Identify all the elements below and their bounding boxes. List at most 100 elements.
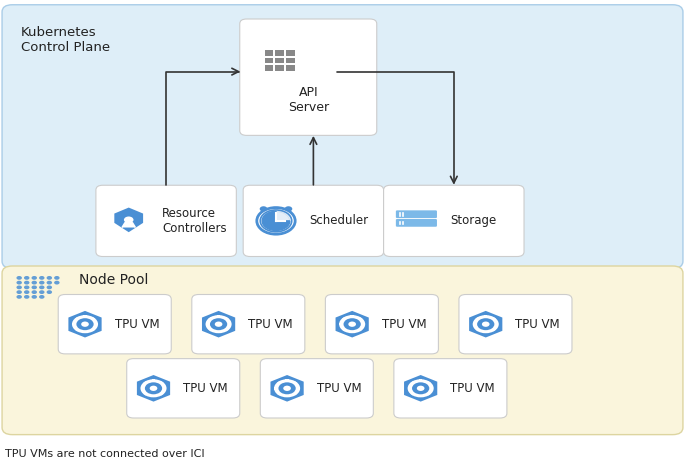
Bar xyxy=(159,392,164,395)
Polygon shape xyxy=(137,375,170,402)
FancyBboxPatch shape xyxy=(384,185,524,256)
Bar xyxy=(430,387,434,390)
Text: TPU VM: TPU VM xyxy=(184,382,228,395)
Text: API
Server: API Server xyxy=(288,86,329,114)
Bar xyxy=(264,57,273,63)
Bar xyxy=(491,328,496,331)
Bar xyxy=(358,317,362,321)
Bar xyxy=(292,392,297,395)
Bar xyxy=(339,323,343,325)
Circle shape xyxy=(76,318,94,330)
Bar xyxy=(163,387,166,390)
Bar xyxy=(473,323,477,325)
Circle shape xyxy=(32,276,37,280)
Bar xyxy=(408,387,412,390)
Circle shape xyxy=(473,315,499,333)
Circle shape xyxy=(16,290,22,294)
Circle shape xyxy=(477,318,495,330)
Circle shape xyxy=(284,206,292,211)
Polygon shape xyxy=(122,221,136,228)
Bar xyxy=(274,387,278,390)
Text: TPU VM: TPU VM xyxy=(114,318,160,331)
Circle shape xyxy=(24,281,29,285)
Circle shape xyxy=(284,386,291,391)
Circle shape xyxy=(145,382,162,394)
Bar xyxy=(484,331,488,333)
Bar xyxy=(292,381,297,385)
Bar xyxy=(217,331,221,333)
Bar xyxy=(95,323,98,325)
Bar xyxy=(484,315,488,318)
Bar xyxy=(286,57,295,63)
FancyBboxPatch shape xyxy=(2,266,683,435)
Circle shape xyxy=(47,281,52,285)
FancyBboxPatch shape xyxy=(243,185,384,256)
Bar xyxy=(410,392,415,395)
FancyBboxPatch shape xyxy=(396,219,437,227)
Bar xyxy=(426,381,431,385)
Circle shape xyxy=(39,285,45,289)
Circle shape xyxy=(416,386,425,391)
Circle shape xyxy=(81,322,89,327)
Bar xyxy=(228,323,232,325)
Circle shape xyxy=(260,210,292,232)
Circle shape xyxy=(32,285,37,289)
Text: TPU VM: TPU VM xyxy=(248,318,293,331)
Bar xyxy=(275,50,284,56)
Circle shape xyxy=(140,379,166,398)
Bar xyxy=(475,317,480,321)
Circle shape xyxy=(16,285,22,289)
Circle shape xyxy=(206,315,232,333)
Polygon shape xyxy=(404,375,437,402)
Bar xyxy=(75,317,79,321)
Bar xyxy=(224,317,229,321)
Bar xyxy=(286,50,295,56)
Bar xyxy=(159,381,164,385)
Circle shape xyxy=(54,281,60,285)
Circle shape xyxy=(72,315,98,333)
Text: TPU VM: TPU VM xyxy=(516,318,560,331)
Bar xyxy=(491,317,496,321)
Polygon shape xyxy=(262,211,290,230)
Bar xyxy=(277,392,282,395)
Circle shape xyxy=(339,315,365,333)
Text: TPU VMs are not connected over ICI: TPU VMs are not connected over ICI xyxy=(5,448,205,459)
FancyBboxPatch shape xyxy=(240,19,377,135)
Bar xyxy=(90,317,95,321)
Circle shape xyxy=(412,382,429,394)
Bar xyxy=(208,328,213,331)
Circle shape xyxy=(124,217,134,223)
Circle shape xyxy=(24,285,29,289)
Bar xyxy=(140,387,145,390)
Bar xyxy=(286,65,295,71)
FancyBboxPatch shape xyxy=(96,185,236,256)
FancyBboxPatch shape xyxy=(396,210,437,218)
Bar xyxy=(351,315,354,318)
Bar xyxy=(286,380,289,382)
Bar xyxy=(342,328,347,331)
Bar xyxy=(419,395,423,397)
Circle shape xyxy=(260,206,267,211)
Circle shape xyxy=(16,276,22,280)
Bar xyxy=(475,328,480,331)
Polygon shape xyxy=(202,311,235,337)
Bar xyxy=(275,57,284,63)
Circle shape xyxy=(24,295,29,299)
Bar xyxy=(297,387,300,390)
Circle shape xyxy=(16,281,22,285)
FancyBboxPatch shape xyxy=(325,294,438,354)
Bar xyxy=(143,381,148,385)
Circle shape xyxy=(348,322,356,327)
Bar xyxy=(206,323,210,325)
FancyBboxPatch shape xyxy=(192,294,305,354)
Text: Kubernetes
Control Plane: Kubernetes Control Plane xyxy=(21,26,110,54)
Polygon shape xyxy=(469,311,502,337)
Circle shape xyxy=(24,290,29,294)
Polygon shape xyxy=(114,208,143,232)
Bar xyxy=(264,65,273,71)
Circle shape xyxy=(214,322,223,327)
Polygon shape xyxy=(68,311,101,337)
Bar xyxy=(90,328,95,331)
Bar xyxy=(275,65,284,71)
Bar xyxy=(152,395,155,397)
